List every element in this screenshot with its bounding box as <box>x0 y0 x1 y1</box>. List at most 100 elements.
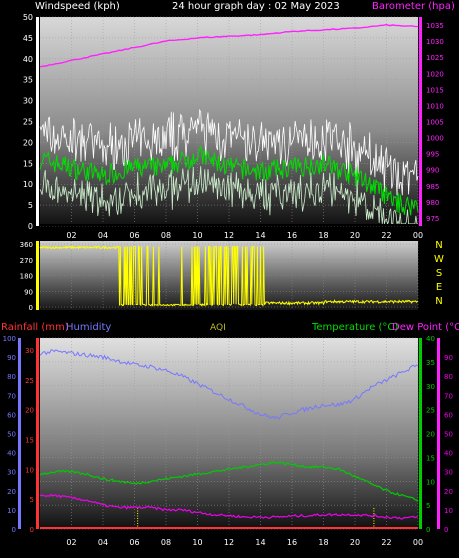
x-tick-label: 14 <box>255 538 265 547</box>
wind-tick-label: 5 <box>28 201 33 210</box>
humidity-axis-title: Humidity <box>66 322 111 333</box>
x-tick-label: 18 <box>318 538 328 547</box>
x-tick-label: 04 <box>98 538 108 547</box>
dewpoint-tick-label: 10 <box>444 507 453 515</box>
dewpoint-axis-title: Dew Point (°C <box>392 322 459 333</box>
wind-tick-label: 20 <box>23 138 33 147</box>
rainfall-axis-bar <box>36 338 39 529</box>
x-tick-label: 22 <box>381 231 391 240</box>
baro-axis-bar <box>419 17 422 226</box>
compass-label: N <box>435 240 442 251</box>
humidity-tick-label: 20 <box>7 488 16 496</box>
dewpoint-tick-label: 70 <box>444 392 453 400</box>
dewpoint-tick-label: 80 <box>444 373 453 381</box>
dewpoint-line <box>39 493 419 520</box>
x-tick-label: 02 <box>66 538 76 547</box>
temperature-tick-label: 10 <box>426 478 435 486</box>
temperature-tick-label: 0 <box>426 526 430 534</box>
humidity-tick-label: 0 <box>12 526 16 534</box>
wind-axis-bar <box>36 17 39 226</box>
baro-tick-label: 1025 <box>426 54 444 62</box>
wind-min-line <box>39 166 418 226</box>
humidity-line <box>39 349 419 420</box>
baro-tick-label: 1015 <box>426 86 444 94</box>
wind-tick-label: 50 <box>23 13 33 22</box>
rainfall-tick-label: 0 <box>30 526 34 534</box>
x-tick-label: 16 <box>287 538 297 547</box>
temperature-tick-label: 25 <box>426 407 435 415</box>
rainfall-tick-label: 15 <box>25 436 34 444</box>
direction-tick-label: 360 <box>20 241 33 249</box>
rainfall-tick-label: 20 <box>25 407 34 415</box>
humidity-tick-label: 70 <box>7 392 16 400</box>
humidity-axis-bar <box>18 338 21 529</box>
baro-tick-label: 990 <box>426 167 439 175</box>
wind-tick-label: 10 <box>23 180 33 189</box>
compass-label: W <box>434 254 444 265</box>
dewpoint-tick-label: 50 <box>444 431 453 439</box>
direction-tick-label: 270 <box>20 257 33 265</box>
temperature-tick-label: 5 <box>426 502 430 510</box>
direction-tick-label: 180 <box>20 273 33 281</box>
temperature-tick-label: 40 <box>426 335 435 343</box>
rainfall-tick-label: 25 <box>25 377 34 385</box>
humidity-tick-label: 100 <box>3 335 16 343</box>
wind-tick-label: 40 <box>23 55 33 64</box>
rainfall-tick-label: 5 <box>30 496 34 504</box>
x-tick-label: 00 <box>413 538 423 547</box>
rainfall-tick-label: 10 <box>25 466 34 474</box>
wind-gust-line <box>39 108 419 196</box>
temperature-axis-title: Temperature (°C) <box>311 322 398 333</box>
direction-tick-label: 90 <box>24 288 33 296</box>
x-tick-label: 18 <box>318 231 328 240</box>
temperature-tick-label: 35 <box>426 359 435 367</box>
baro-tick-label: 1000 <box>426 135 444 143</box>
x-tick-label: 02 <box>66 231 76 240</box>
x-tick-label: 08 <box>161 231 171 240</box>
baro-tick-label: 985 <box>426 183 439 191</box>
dewpoint-tick-label: 40 <box>444 450 453 458</box>
wind-tick-label: 35 <box>23 76 33 85</box>
wind-tick-label: 0 <box>28 222 33 231</box>
wind-zero-bar <box>40 224 418 226</box>
baro-tick-label: 1030 <box>426 38 444 46</box>
x-tick-label: 10 <box>192 231 202 240</box>
humidity-tick-label: 10 <box>7 507 16 515</box>
wind-avg-line <box>39 144 419 216</box>
baro-tick-label: 1005 <box>426 119 444 127</box>
x-tick-label: 10 <box>192 538 202 547</box>
wind-tick-label: 15 <box>23 159 33 168</box>
temperature-axis-bar <box>419 338 422 529</box>
compass-label: E <box>436 282 442 293</box>
x-tick-label: 06 <box>129 538 139 547</box>
dewpoint-tick-label: 0 <box>444 526 448 534</box>
wind-tick-label: 30 <box>23 97 33 106</box>
dewpoint-tick-label: 20 <box>444 488 453 496</box>
aqi-axis-title: AQI <box>210 323 226 333</box>
wind-axis-title: Windspeed (kph) <box>35 1 120 12</box>
wind-tick-label: 45 <box>23 34 33 43</box>
wind-direction-line <box>39 245 419 307</box>
humidity-tick-label: 90 <box>7 354 16 362</box>
x-tick-label: 20 <box>350 231 360 240</box>
x-tick-label: 14 <box>255 231 265 240</box>
x-tick-label: 08 <box>161 538 171 547</box>
x-tick-label: 06 <box>129 231 139 240</box>
dewpoint-axis-bar <box>437 338 440 529</box>
baro-tick-label: 1035 <box>426 22 444 30</box>
barometer-axis-title: Barometer (hpa) <box>372 1 455 12</box>
x-tick-label: 12 <box>224 538 234 547</box>
x-tick-label: 16 <box>287 231 297 240</box>
temperature-tick-label: 30 <box>426 383 435 391</box>
temperature-tick-label: 15 <box>426 454 435 462</box>
x-tick-label: 20 <box>350 538 360 547</box>
temperature-line <box>39 461 419 502</box>
x-tick-label: 22 <box>381 538 391 547</box>
barometer-line <box>39 23 419 68</box>
temperature-tick-label: 20 <box>426 431 435 439</box>
baro-tick-label: 975 <box>426 215 439 223</box>
humidity-tick-label: 60 <box>7 411 16 419</box>
x-tick-label: 12 <box>224 231 234 240</box>
x-tick-label: 00 <box>413 231 423 240</box>
